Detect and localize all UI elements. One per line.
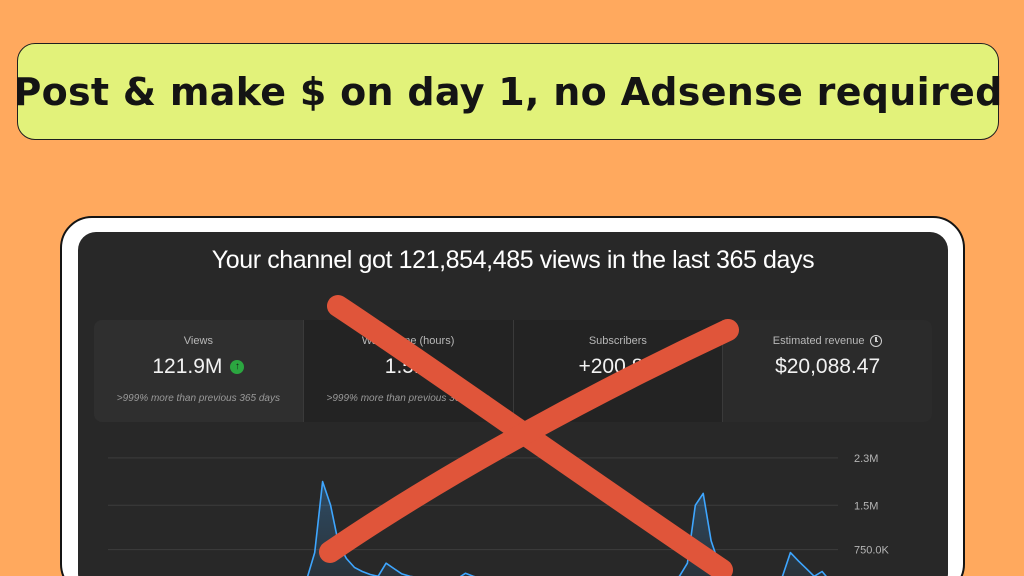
stat-value-row: 1.5M bbox=[385, 355, 432, 379]
stat-label: Watch time (hours) bbox=[361, 335, 455, 347]
stat-value-row: $20,088.47 bbox=[775, 355, 880, 379]
stat-card-watch-time[interactable]: Watch time (hours) 1.5M >999% more than … bbox=[303, 320, 514, 422]
stat-value: 121.9M bbox=[152, 355, 223, 378]
stat-label: Estimated revenue bbox=[772, 335, 865, 347]
stats-row: Views 121.9M ↑ >999% more than previous … bbox=[94, 320, 932, 422]
y-tick-label: 1.5M bbox=[854, 500, 878, 512]
views-chart-svg: 2.3M 1.5M 750.0K bbox=[108, 453, 890, 576]
y-tick-label: 750.0K bbox=[854, 545, 890, 557]
views-chart[interactable]: 2.3M 1.5M 750.0K bbox=[78, 432, 948, 576]
stat-card-subscribers[interactable]: Subscribers +200.8K bbox=[513, 320, 724, 422]
stat-value: +200.8K bbox=[578, 355, 658, 378]
stat-label: Views bbox=[183, 335, 213, 347]
stat-label: Subscribers bbox=[588, 335, 647, 347]
headline-banner: Post & make $ on day 1, no Adsense requi… bbox=[13, 43, 1002, 140]
stat-value-row: 121.9M ↑ bbox=[152, 355, 245, 379]
stat-compare: >999% more than previous 365 days bbox=[326, 393, 490, 404]
analytics-panel: Your channel got 121,854,485 views in th… bbox=[78, 232, 948, 576]
stat-card-views[interactable]: Views 121.9M ↑ >999% more than previous … bbox=[94, 320, 304, 422]
views-area bbox=[307, 481, 826, 576]
stat-card-revenue[interactable]: Estimated revenue $20,088.47 bbox=[723, 320, 932, 422]
clock-icon[interactable] bbox=[870, 335, 883, 347]
banner-text: Post & make $ on day 1, no Adsense requi… bbox=[13, 69, 1003, 114]
views-line bbox=[306, 480, 827, 576]
stat-compare: >999% more than previous 365 days bbox=[116, 393, 280, 404]
views-headline: Your channel got 121,854,485 views in th… bbox=[211, 246, 815, 274]
arrow-up-icon: ↑ bbox=[230, 360, 245, 374]
stat-value-row: +200.8K bbox=[578, 355, 657, 379]
stat-value: 1.5M bbox=[384, 355, 432, 378]
y-tick-label: 2.3M bbox=[854, 453, 878, 465]
stat-label-row: Estimated revenue bbox=[773, 335, 883, 347]
stat-value: $20,088.47 bbox=[775, 355, 881, 378]
